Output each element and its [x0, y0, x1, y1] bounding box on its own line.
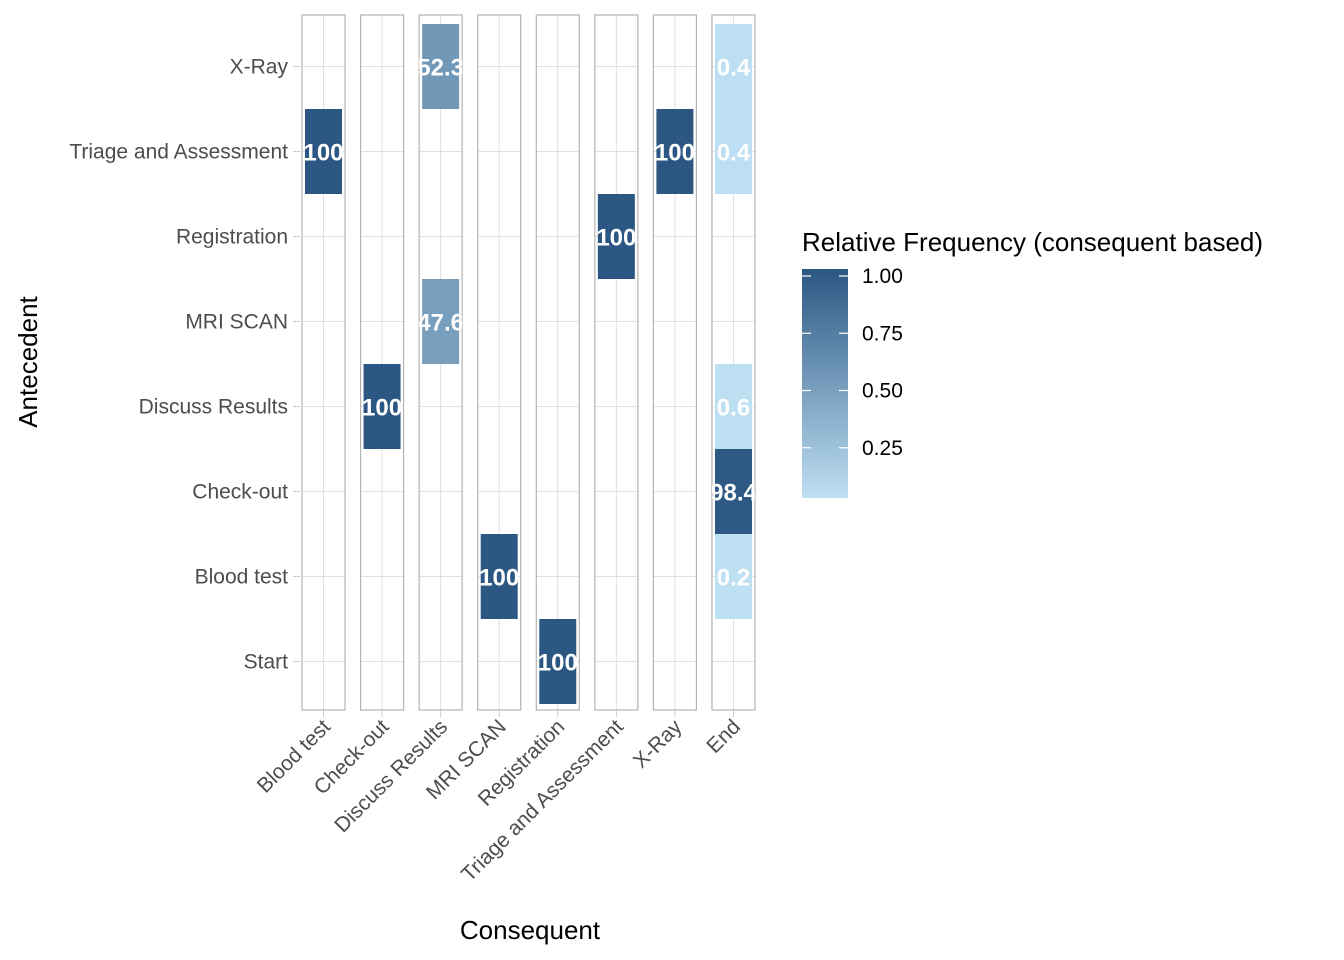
- panel-triage-and-assessment: [594, 14, 639, 711]
- cell-label-end-triage-and-assessment: 0.4: [717, 140, 751, 167]
- panel-border: [711, 14, 756, 711]
- y-axis-title: Antecedent: [13, 295, 43, 427]
- panel-registration: [535, 14, 580, 711]
- cell-label-end-x-ray: 0.4: [717, 55, 751, 82]
- panel-border: [301, 14, 346, 711]
- legend-colorbar: [802, 269, 848, 498]
- cell-label-x-ray-triage-and-assessment: 100: [655, 140, 695, 167]
- heatmap-cell-check-out-discuss-results: [363, 364, 401, 449]
- heatmap-cell-end-blood-test: [714, 534, 752, 619]
- panel-border: [477, 14, 522, 711]
- y-tick-label-discuss-results: Discuss Results: [139, 396, 288, 419]
- y-axis-tick-labels: Start Blood test Check-out Discuss Results M…: [69, 56, 300, 674]
- legend-tick-label: 0.25: [862, 437, 903, 460]
- y-tick-label-mri-scan: MRI SCAN: [185, 311, 288, 334]
- panel-border: [359, 14, 405, 711]
- heatmap-cells: [305, 24, 752, 704]
- y-tick-label-blood-test: Blood test: [195, 566, 289, 589]
- panel-check-out: [359, 14, 405, 711]
- color-legend: Relative Frequency (consequent based) 1.…: [802, 227, 1263, 498]
- heatmap-cell-mri-scan-blood-test: [480, 534, 518, 619]
- x-axis-title: Consequent: [460, 915, 601, 945]
- y-tick-label-start: Start: [244, 651, 289, 674]
- cell-label-end-blood-test: 0.2: [717, 565, 750, 592]
- heatmap-cell-end-triage-and-assessment: [714, 109, 752, 194]
- heatmap-cell-end-check-out: [714, 449, 752, 534]
- y-tick-label-check-out: Check-out: [192, 481, 288, 504]
- cell-label-discuss-results-mri-scan: 47.6: [417, 310, 464, 337]
- legend-title: Relative Frequency (consequent based): [802, 227, 1263, 257]
- heatmap-cell-discuss-results-x-ray: [422, 24, 460, 109]
- heatmap-cell-registration-start: [539, 619, 577, 704]
- cell-value-labels: 100 100 52.3 47.6 100 100 100 100 0.4 0.4 0.6 98.4 0…: [303, 55, 757, 677]
- heatmap-cell-end-x-ray: [714, 24, 752, 109]
- legend-tick-label: 0.50: [862, 380, 903, 403]
- x-tick-label-x-ray: X-Ray: [629, 715, 687, 773]
- y-tick-label-x-ray: X-Ray: [230, 56, 289, 79]
- legend-tick-label: 0.75: [862, 322, 903, 345]
- cell-label-mri-scan-blood-test: 100: [479, 565, 519, 592]
- heatmap-cell-discuss-results-mri-scan: [422, 279, 460, 364]
- x-tick-label-end: End: [702, 715, 745, 758]
- heatmap-cell-end-discuss-results: [714, 364, 752, 449]
- cell-label-blood-test-triage-and-assessment: 100: [303, 140, 343, 167]
- panel-border: [594, 14, 639, 711]
- legend-tick-label: 1.00: [862, 265, 903, 288]
- panel-border: [535, 14, 580, 711]
- heatmap-cell-triage-and-assessment-registration: [597, 194, 635, 279]
- cell-label-triage-and-assessment-registration: 100: [596, 225, 636, 252]
- y-tick-label-registration: Registration: [176, 226, 288, 249]
- cell-label-check-out-discuss-results: 100: [362, 395, 402, 422]
- cell-label-end-check-out: 98.4: [710, 480, 757, 507]
- legend-ticks: 1.00 0.75 0.50 0.25: [802, 265, 903, 460]
- panel-border: [418, 14, 463, 711]
- heatmap-cell-x-ray-triage-and-assessment: [656, 109, 694, 194]
- y-tick-label-triage-and-assessment: Triage and Assessment: [69, 141, 288, 164]
- cell-label-registration-start: 100: [538, 650, 578, 677]
- cell-label-end-discuss-results: 0.6: [717, 395, 750, 422]
- cell-label-discuss-results-x-ray: 52.3: [417, 55, 464, 82]
- panel-x-ray: [652, 14, 698, 711]
- panel-border: [652, 14, 698, 711]
- heatmap-cell-blood-test-triage-and-assessment: [305, 109, 342, 194]
